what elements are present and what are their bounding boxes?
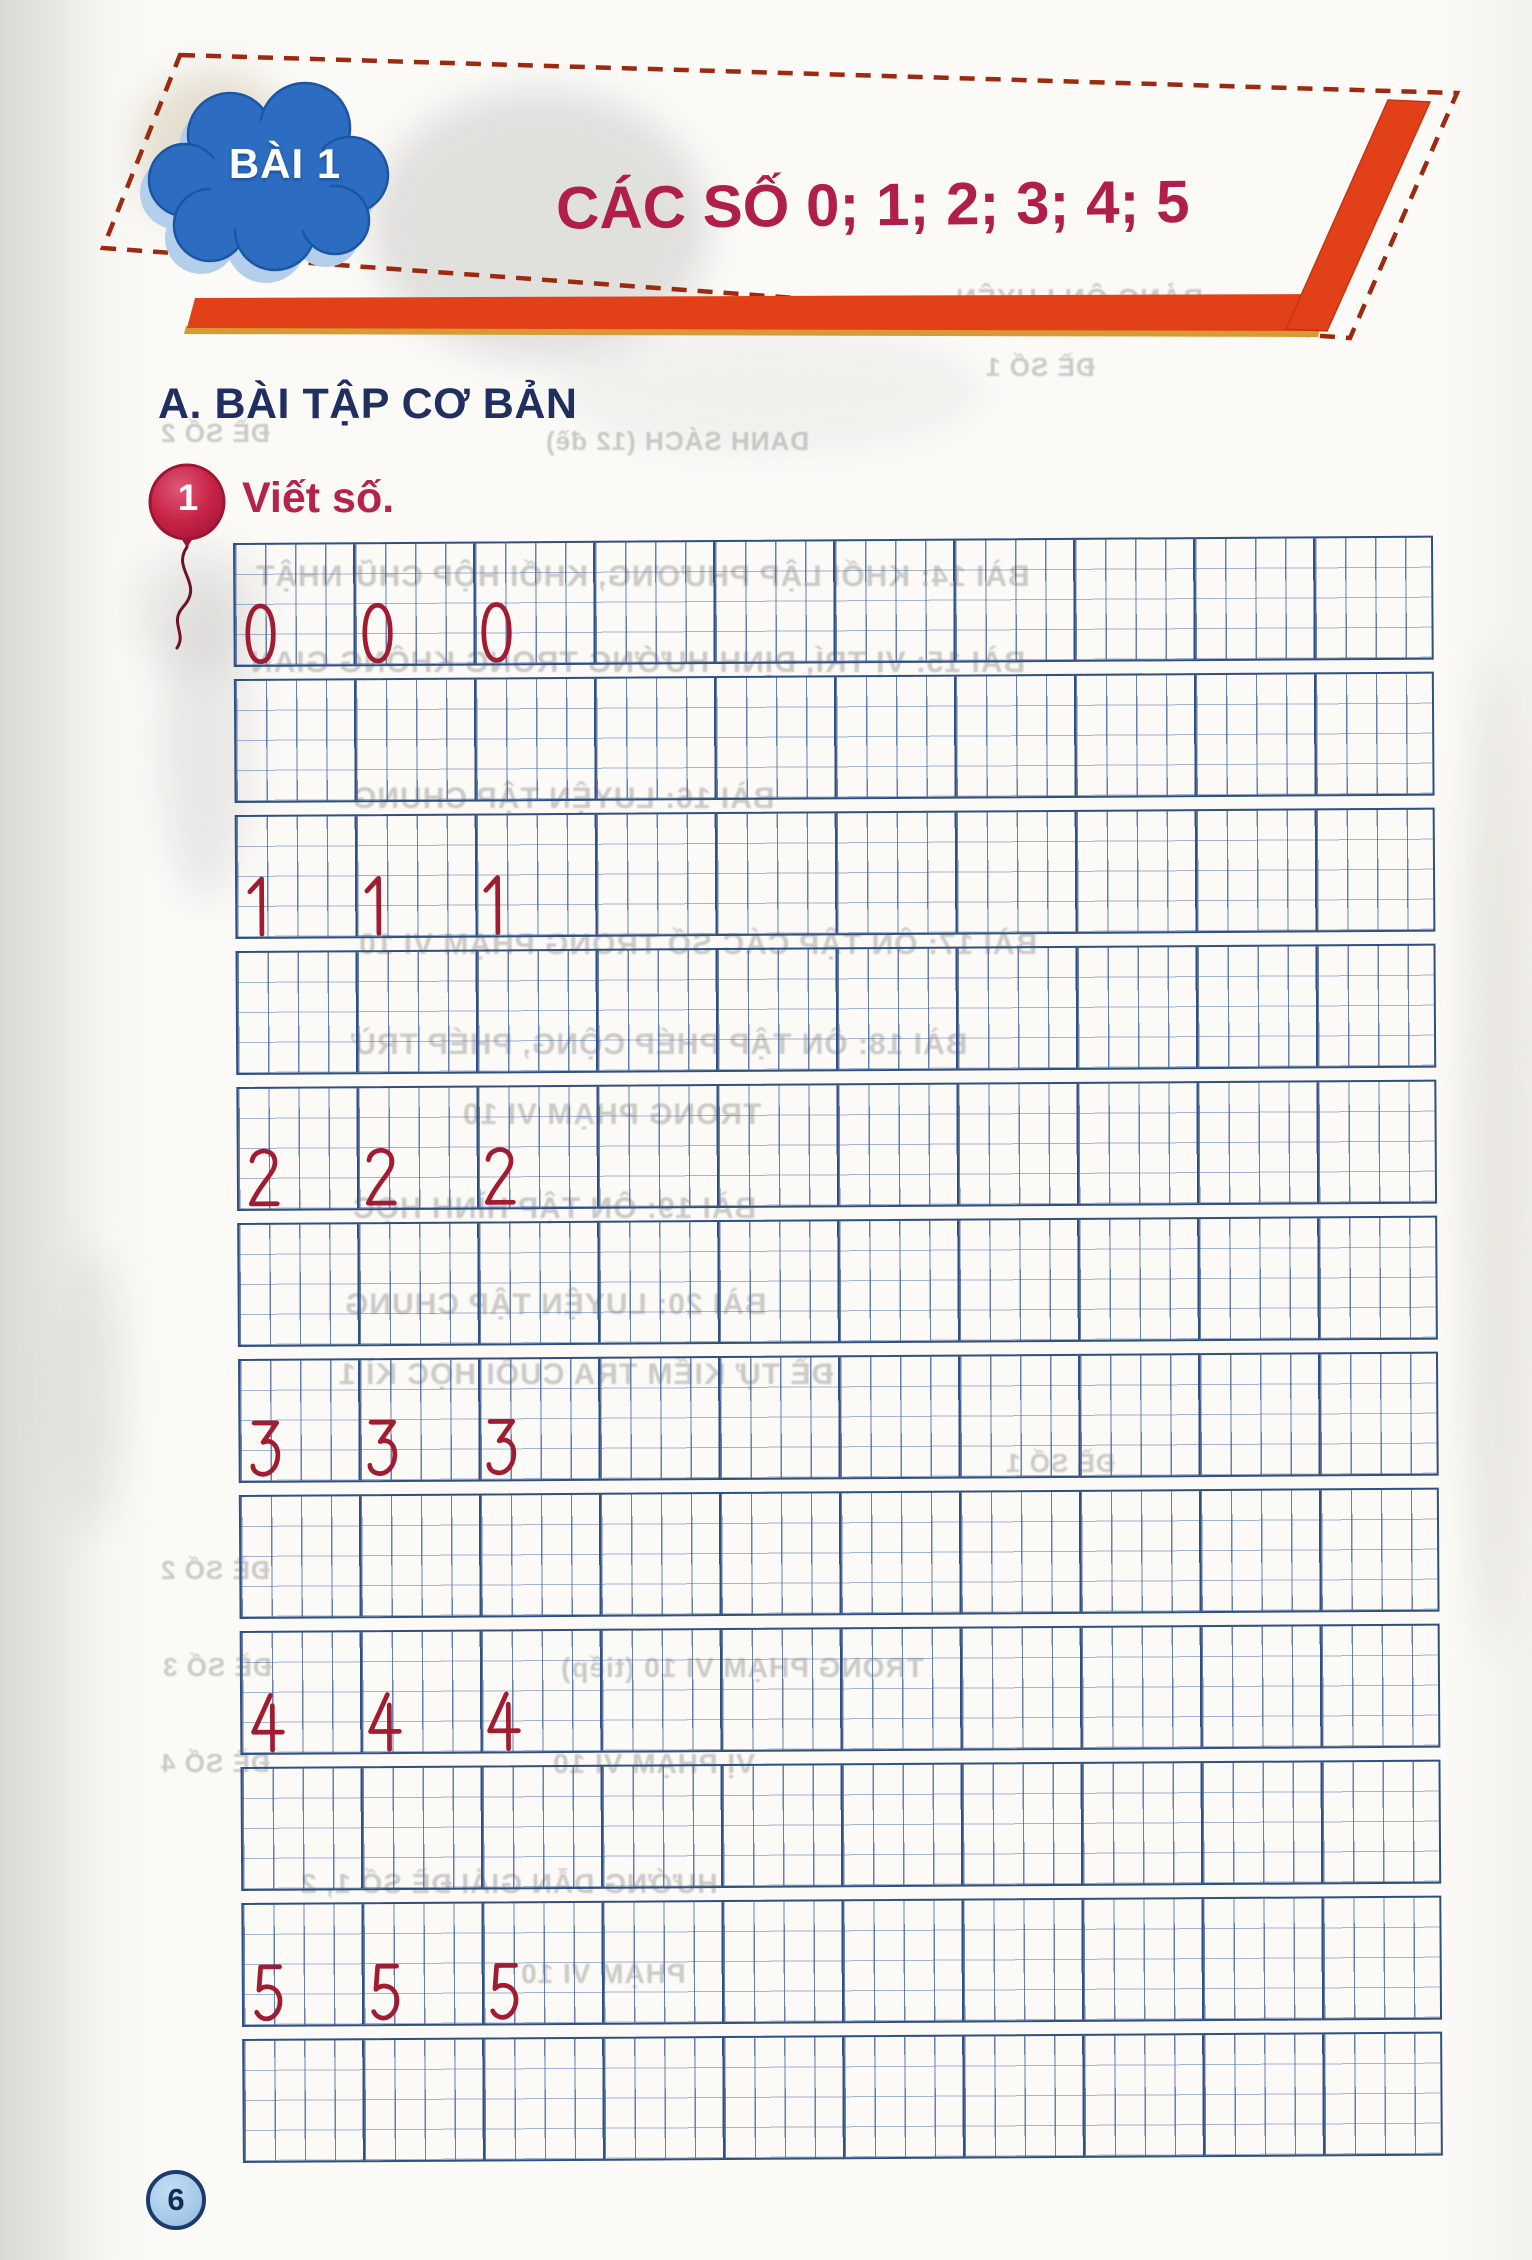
exercise-number: 1: [177, 477, 199, 518]
page-number: 6: [167, 2182, 185, 2217]
handwritten-digit-2: [248, 1148, 280, 1207]
lesson-badge-text: BÀI 1: [228, 140, 342, 187]
empty-writing-band: [233, 671, 1435, 803]
handwritten-digit-0: [481, 602, 512, 663]
banner-ribbon-slant: [1284, 99, 1432, 332]
lesson-banner: [99, 52, 1461, 341]
handwritten-digit-5: [254, 1964, 283, 2022]
empty-writing-band: [242, 2031, 1443, 2163]
handwritten-digit-3: [486, 1419, 517, 1476]
bleed-through-text: DANH SÁCH (12 đề): [545, 426, 810, 456]
lesson-title: CÁC SỐ 0; 1; 2; 3; 4; 5: [555, 167, 1190, 242]
handwritten-digit-1: [364, 875, 382, 936]
banner-dashed-border: [99, 52, 1461, 341]
empty-writing-band: [240, 1759, 1442, 1891]
handwritten-digit-2: [365, 1147, 397, 1206]
section-heading: A. BÀI TẬP CƠ BẢN: [158, 380, 578, 428]
exercise-label: Viết số.: [242, 474, 395, 522]
handwritten-digit-0: [245, 603, 276, 665]
writing-band-digit-0: [233, 535, 1434, 667]
empty-writing-band: [235, 943, 1437, 1075]
empty-writing-band: [238, 1487, 1440, 1619]
writing-band-digit-3: [237, 1351, 1439, 1483]
writing-band-digit-1: [234, 807, 1436, 939]
handwritten-digit-0: [362, 602, 393, 664]
handwritten-digit-3: [367, 1419, 398, 1476]
handwritten-digit-5: [490, 1963, 519, 2020]
writing-band-digit-2: [236, 1079, 1438, 1211]
scan-smudge: [1465, 650, 1525, 1650]
empty-writing-band: [237, 1215, 1438, 1347]
handwritten-digit-1: [247, 876, 265, 937]
writing-band-digit-4: [239, 1623, 1441, 1755]
handwritten-digit-3: [250, 1420, 281, 1477]
handwritten-digit-5: [371, 1963, 400, 2021]
handwritten-digit-1: [483, 875, 501, 936]
practice-grid: [233, 535, 1443, 2175]
scan-smudge: [55, 1250, 125, 1530]
handwritten-digit-4: [251, 1692, 285, 1753]
handwritten-digit-4: [368, 1692, 402, 1752]
page-number-badge: 6: [146, 2170, 206, 2230]
banner-ribbon-bottom: [187, 294, 1328, 331]
handwritten-digit-4: [487, 1691, 521, 1752]
writing-band-digit-5: [241, 1895, 1443, 2027]
handwritten-digit-2: [484, 1147, 516, 1205]
cloud-icon: [140, 81, 390, 283]
balloon-icon: [148, 463, 226, 650]
